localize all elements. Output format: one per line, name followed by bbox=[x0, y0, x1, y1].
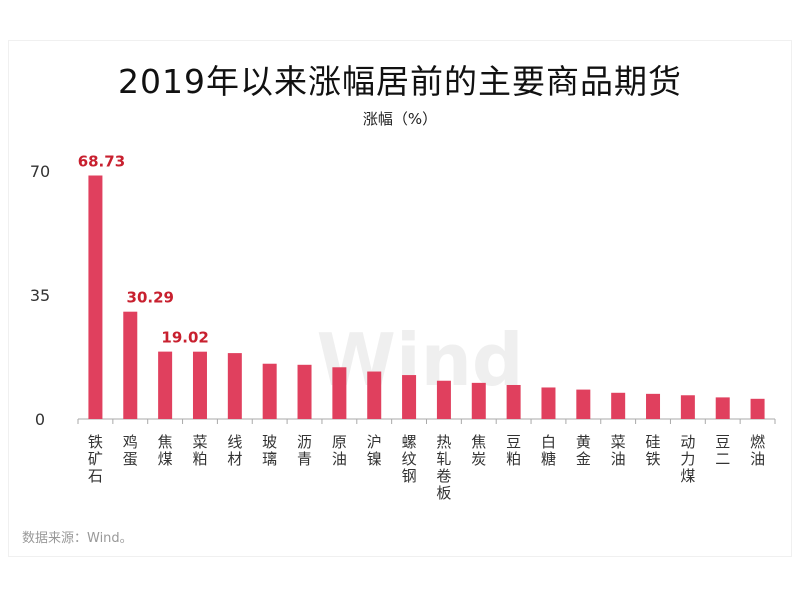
bar bbox=[158, 351, 173, 419]
x-tick-label: 白 bbox=[541, 433, 556, 451]
x-tick-label: 钢 bbox=[402, 467, 417, 485]
bar bbox=[88, 175, 103, 419]
bar bbox=[367, 371, 382, 419]
x-tick-label: 材 bbox=[227, 450, 242, 468]
x-tick-label: 铁 bbox=[646, 450, 661, 468]
x-tick-label: 焦 bbox=[158, 433, 173, 451]
bar bbox=[611, 392, 626, 419]
x-tick-label: 鸡 bbox=[123, 433, 138, 451]
x-tick-label: 轧 bbox=[436, 450, 451, 468]
x-tick-label: 炭 bbox=[471, 450, 486, 468]
y-tick-label: 70 bbox=[30, 162, 50, 181]
bar bbox=[506, 384, 521, 419]
x-tick-label: 黄 bbox=[576, 433, 591, 451]
chart-title: 2019年以来涨幅居前的主要商品期货 bbox=[118, 62, 682, 101]
bar bbox=[227, 353, 242, 419]
x-tick-label: 焦 bbox=[471, 433, 486, 451]
data-label: 19.02 bbox=[161, 329, 208, 347]
bar bbox=[680, 395, 695, 419]
bar bbox=[192, 351, 207, 419]
x-tick-label: 纹 bbox=[402, 450, 417, 468]
x-tick-label: 豆 bbox=[506, 433, 521, 451]
x-tick-label: 硅 bbox=[646, 433, 661, 451]
x-tick-label: 粕 bbox=[192, 450, 207, 468]
x-tick-label: 青 bbox=[297, 450, 312, 468]
bar bbox=[123, 311, 138, 419]
x-tick-label: 石 bbox=[88, 467, 103, 485]
y-axis-label: 涨幅（%） bbox=[362, 110, 438, 128]
x-tick-label: 燃 bbox=[750, 433, 765, 451]
chart-frame bbox=[8, 40, 792, 557]
bar bbox=[436, 380, 451, 419]
x-tick-label: 金 bbox=[576, 450, 591, 468]
data-label: 30.29 bbox=[127, 289, 174, 307]
x-tick-label: 煤 bbox=[158, 450, 173, 468]
bar bbox=[715, 397, 730, 419]
x-tick-label: 糖 bbox=[541, 450, 556, 468]
x-tick-label: 铁 bbox=[88, 433, 103, 451]
x-tick-label: 力 bbox=[680, 450, 695, 468]
x-tick-label: 沪 bbox=[367, 433, 382, 451]
y-tick-label: 35 bbox=[30, 286, 50, 305]
bar bbox=[332, 367, 347, 419]
bar bbox=[471, 382, 486, 419]
bar bbox=[402, 375, 417, 419]
bar bbox=[576, 389, 591, 419]
bar bbox=[541, 387, 556, 419]
bar bbox=[750, 398, 765, 419]
x-tick-label: 油 bbox=[611, 450, 626, 468]
source-note: 数据来源：Wind。 bbox=[22, 531, 133, 546]
x-tick-label: 煤 bbox=[680, 467, 695, 485]
x-tick-label: 矿 bbox=[88, 450, 103, 468]
x-tick-label: 粕 bbox=[506, 450, 521, 468]
x-tick-label: 油 bbox=[332, 450, 347, 468]
data-label: 68.73 bbox=[78, 152, 125, 170]
x-tick-label: 沥 bbox=[297, 433, 312, 451]
x-tick-label: 璃 bbox=[262, 450, 277, 468]
x-tick-label: 镍 bbox=[367, 450, 382, 468]
x-tick-label: 玻 bbox=[262, 433, 277, 451]
bar bbox=[646, 393, 661, 419]
x-tick-label: 二 bbox=[715, 450, 730, 468]
x-tick-label: 螺 bbox=[402, 433, 417, 451]
x-tick-label: 板 bbox=[436, 484, 451, 502]
x-tick-label: 菜 bbox=[192, 433, 207, 451]
x-tick-label: 卷 bbox=[436, 467, 451, 485]
bar bbox=[262, 363, 277, 419]
x-tick-label: 豆 bbox=[715, 433, 730, 451]
x-tick-label: 油 bbox=[750, 450, 765, 468]
watermark: Wind bbox=[317, 318, 524, 402]
bar bbox=[297, 364, 312, 419]
x-tick-label: 菜 bbox=[611, 433, 626, 451]
x-tick-label: 线 bbox=[227, 433, 242, 451]
y-tick-label: 0 bbox=[35, 410, 45, 429]
x-tick-label: 蛋 bbox=[123, 450, 138, 468]
x-tick-label: 原 bbox=[332, 433, 347, 451]
x-tick-label: 动 bbox=[680, 433, 695, 451]
x-tick-label: 热 bbox=[436, 433, 451, 451]
